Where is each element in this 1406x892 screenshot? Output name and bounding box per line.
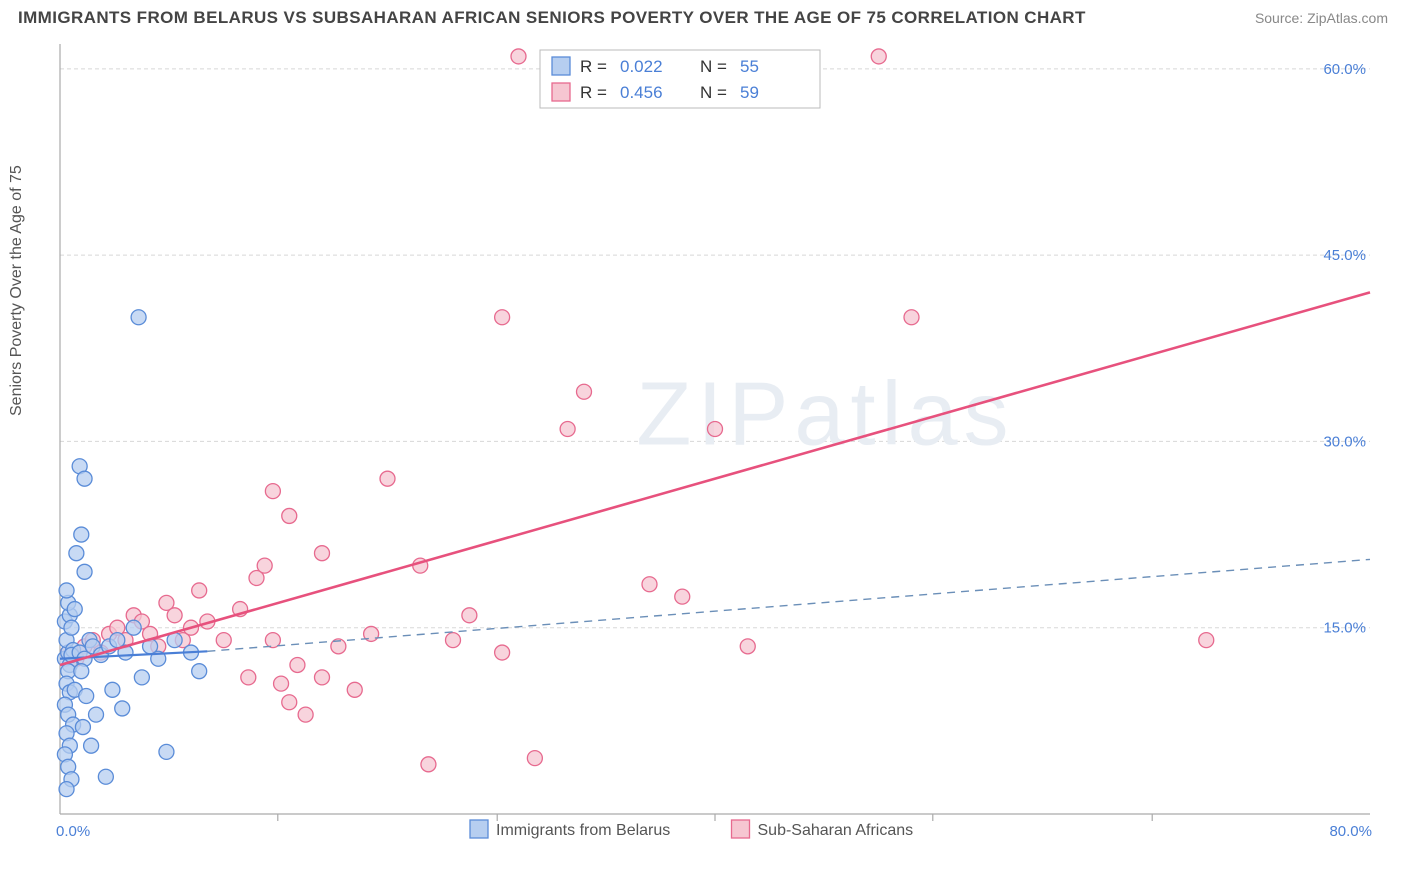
data-point [79,689,94,704]
data-point [216,633,231,648]
trend-line [60,292,1370,665]
data-point [131,310,146,325]
data-point [560,422,575,437]
legend-swatch [552,57,570,75]
data-point [257,558,272,573]
data-point [511,49,526,64]
legend-swatch [470,820,488,838]
data-point [740,639,755,654]
data-point [298,707,313,722]
x-tick-label: 80.0% [1329,823,1372,840]
data-point [495,310,510,325]
y-tick-label: 30.0% [1323,433,1366,450]
data-point [134,670,149,685]
legend-swatch [552,83,570,101]
data-point [380,471,395,486]
data-point [871,49,886,64]
data-point [77,471,92,486]
data-point [167,608,182,623]
data-point [282,508,297,523]
data-point [241,670,256,685]
data-point [159,744,174,759]
data-point [315,670,330,685]
x-tick-label: 0.0% [56,823,90,840]
data-point [98,769,113,784]
data-point [59,782,74,797]
legend-r-value: 0.022 [620,57,663,76]
legend-n-value: 55 [740,57,759,76]
data-point [675,589,690,604]
data-point [69,546,84,561]
y-axis-label: Seniors Poverty Over the Age of 75 [8,165,26,416]
legend-series-label: Immigrants from Belarus [496,822,670,839]
data-point [577,384,592,399]
data-point [74,527,89,542]
data-point [1199,633,1214,648]
legend-r-value: 0.456 [620,83,663,102]
data-point [64,620,79,635]
data-point [421,757,436,772]
data-point [282,695,297,710]
data-point [904,310,919,325]
legend-n-label: N = [700,57,727,76]
legend-r-label: R = [580,57,607,76]
data-point [115,701,130,716]
data-point [642,577,657,592]
chart-title: IMMIGRANTS FROM BELARUS VS SUBSAHARAN AF… [18,8,1086,28]
data-point [105,682,120,697]
data-point [84,738,99,753]
y-tick-label: 15.0% [1323,620,1366,637]
source-credit: Source: ZipAtlas.com [1255,10,1388,26]
watermark: ZIPatlas [636,364,1014,464]
data-point [59,583,74,598]
data-point [446,633,461,648]
data-point [290,657,305,672]
data-point [347,682,362,697]
legend-r-label: R = [580,83,607,102]
y-tick-label: 45.0% [1323,247,1366,264]
legend-swatch [732,820,750,838]
data-point [708,422,723,437]
data-point [462,608,477,623]
data-point [315,546,330,561]
chart-area: Seniors Poverty Over the Age of 75 ZIPat… [0,36,1406,856]
data-point [126,620,141,635]
data-point [192,583,207,598]
data-point [527,751,542,766]
legend-n-value: 59 [740,83,759,102]
data-point [274,676,289,691]
legend-n-label: N = [700,83,727,102]
legend-series-label: Sub-Saharan Africans [758,822,914,839]
y-tick-label: 60.0% [1323,61,1366,78]
data-point [89,707,104,722]
data-point [192,664,207,679]
data-point [77,564,92,579]
data-point [74,664,89,679]
data-point [75,720,90,735]
data-point [67,602,82,617]
data-point [495,645,510,660]
scatter-chart: ZIPatlas 15.0% 30.0% 45.0% 60.0% 0.0% 80.0% R =… [0,36,1406,856]
data-point [265,484,280,499]
